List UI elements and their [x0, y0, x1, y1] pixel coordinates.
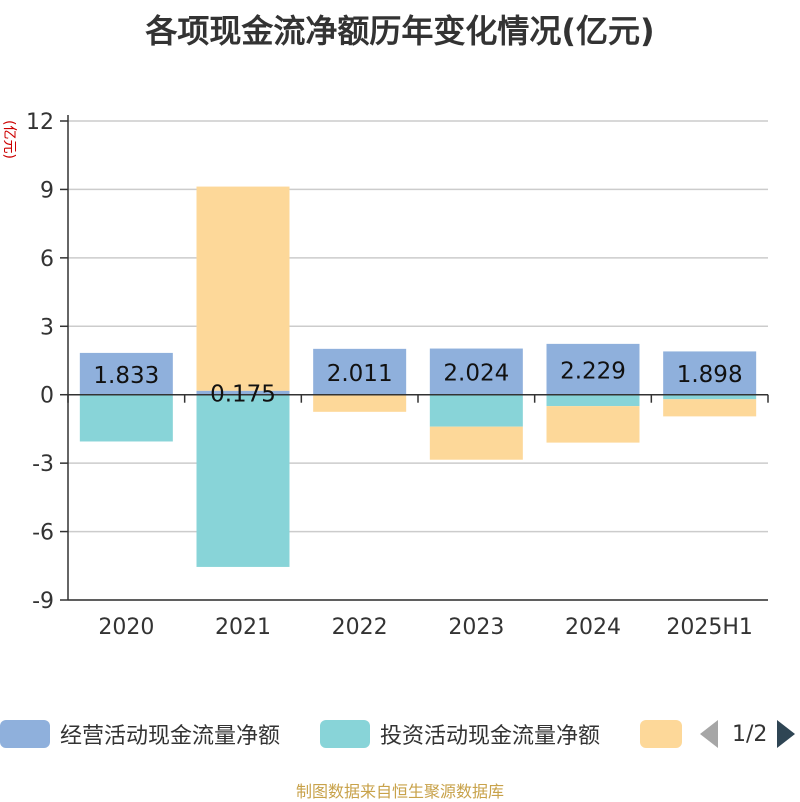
legend-prev-page-icon[interactable]: [700, 720, 718, 748]
data-label: 1.833: [93, 363, 159, 389]
bar-series1-2020: [79, 394, 173, 442]
legend-swatch-investing: [320, 720, 370, 748]
y-tick-label: 6: [40, 247, 54, 272]
data-source-note: 制图数据来自恒生聚源数据库: [295, 782, 504, 801]
bar-series1-2024: [546, 394, 640, 407]
bar-series2-2024: [546, 406, 640, 443]
legend-next-page-icon[interactable]: [777, 720, 796, 748]
legend-item-investing[interactable]: 投资活动现金流量净额: [320, 716, 600, 752]
x-tick-label: 2023: [448, 615, 504, 640]
y-tick-label: 0: [40, 384, 54, 409]
legend-swatch-third-series: [640, 720, 682, 748]
bar-series2-2023: [429, 426, 523, 460]
y-tick-label: -6: [32, 521, 54, 546]
data-label: 2.011: [327, 361, 393, 387]
legend-swatch-operating: [0, 720, 50, 748]
bar-series2-2021: [196, 186, 290, 391]
y-tick-label: 12: [26, 110, 54, 135]
chart-plot: 12 9 6 3 0 -3 -6 -9 2020 2021 2022 2023 2024 2025H1 1…: [26, 110, 769, 640]
legend-pager: 1/2: [700, 716, 796, 752]
y-tick-label: 3: [40, 315, 54, 340]
chart-legend: 经营活动现金流量净额 投资活动现金流量净额 1/2: [0, 716, 800, 752]
data-label: 1.898: [677, 362, 743, 388]
bar-series1-2023: [429, 394, 523, 427]
legend-item-operating[interactable]: 经营活动现金流量净额: [0, 716, 280, 752]
legend-label-investing: 投资活动现金流量净额: [380, 724, 601, 749]
legend-label-operating: 经营活动现金流量净额: [60, 724, 281, 749]
y-tick-label: -9: [32, 589, 54, 614]
bar-series0-2020: [79, 352, 173, 395]
bar-series2-2025H1: [663, 399, 757, 417]
x-tick-label: 2020: [98, 615, 154, 640]
bar-series0-2025H1: [663, 351, 757, 395]
y-tick-label: 9: [40, 178, 54, 203]
bar-series0-2022: [313, 348, 407, 395]
data-label: 2.229: [560, 358, 626, 384]
x-tick-label: 2025H1: [666, 615, 753, 640]
bar-series0-2021: [196, 390, 290, 395]
legend-page-indicator: 1/2: [732, 721, 768, 747]
bar-series1-2021: [196, 394, 290, 567]
legend-item-third-series[interactable]: [640, 716, 682, 752]
data-label: 0.175: [210, 382, 276, 408]
bar-series1-2025H1: [663, 394, 757, 400]
chart-title: 各项现金流净额历年变化情况(亿元): [145, 12, 655, 50]
y-tick-label: -3: [32, 452, 54, 477]
data-label: 2.024: [443, 361, 509, 387]
x-tick-label: 2024: [565, 615, 621, 640]
x-tick-label: 2022: [332, 615, 388, 640]
bar-series0-2024: [546, 343, 640, 395]
bar-series2-2022: [313, 394, 407, 412]
bar-series0-2023: [429, 348, 523, 395]
x-tick-label: 2021: [215, 615, 271, 640]
